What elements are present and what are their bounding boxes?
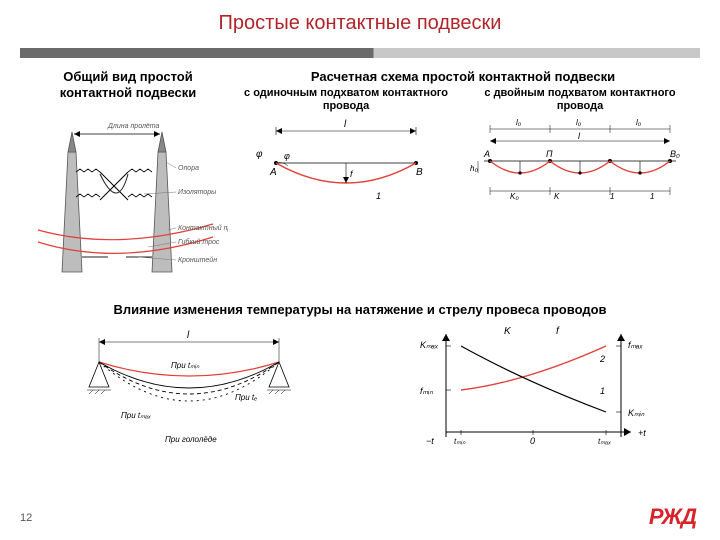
left-title: Общий вид простой контактной подвески: [28, 69, 228, 100]
phi1: φ: [256, 149, 263, 160]
right-title: Расчетная схема простой контактной подве…: [234, 69, 692, 85]
lbl-ins: Изоляторы: [178, 189, 217, 196]
bl-tmax: При tₘₐₓ: [121, 411, 151, 420]
bottom-section: Влияние изменения температуры на натяжен…: [28, 298, 692, 452]
B0: B₀: [670, 149, 680, 159]
logo: РЖД: [649, 504, 696, 530]
fmin: fₘᵢₙ: [420, 386, 433, 396]
left-panel: Общий вид простой контактной подвески Дл…: [28, 69, 228, 292]
slide-title: Простые контактные подвески: [0, 0, 720, 43]
xpos: +t: [638, 428, 646, 438]
flab: f: [556, 326, 560, 337]
B1: B: [416, 167, 423, 178]
page-number: 12: [20, 512, 32, 524]
left-diagram: Длина пролёта: [28, 102, 228, 292]
one3: 1: [650, 192, 654, 201]
one1: 1: [376, 191, 381, 201]
bottom-title: Влияние изменения температуры на натяжен…: [113, 302, 606, 318]
lbl-cable: Гибкий трос: [178, 238, 220, 246]
lbl-wire: Контактный провод: [178, 224, 228, 232]
tminx: tₘᵢₙ: [454, 437, 466, 446]
right-panel: Расчетная схема простой контактной подве…: [234, 69, 692, 292]
lbl-support: Опора: [178, 165, 199, 172]
ln2: l₀: [636, 118, 642, 127]
title-bar: [20, 43, 700, 63]
lo1: l₀: [576, 118, 582, 127]
Kn: K₀: [510, 192, 519, 201]
col2-title: с двойным подхватом контактного провода: [468, 87, 692, 113]
l1: l: [344, 119, 347, 130]
K: K: [554, 192, 560, 201]
phi2: φ: [284, 151, 290, 161]
tmaxx: tₘₐₓ: [598, 437, 611, 446]
two-g: 2: [599, 354, 605, 364]
h1: h₀: [470, 164, 478, 173]
Klab: K: [504, 326, 512, 337]
temp-sag-diagram: l При tₘᵢₙ При tₑ При tₘₐₓ При гололёде: [59, 322, 319, 452]
ln1: l₀: [516, 118, 522, 127]
l2: l: [578, 131, 581, 141]
xneg: −t: [426, 436, 434, 446]
bl-l: l: [187, 330, 190, 341]
fmax: fₘₐₓ: [628, 340, 643, 350]
A2: A: [483, 149, 490, 159]
P1: П: [546, 149, 553, 159]
lbl-bracket: Кронштейн: [178, 256, 217, 264]
double-diagram: l₀ l₀ l₀ l: [468, 113, 692, 228]
bl-ice: При гололёде: [165, 435, 217, 444]
span-label: Длина пролёта: [107, 123, 160, 130]
one-g: 1: [600, 386, 605, 396]
temp-graph: K f Kₘₐₓ fₘᵢₙ fₘₐₓ Kₘᵢₙ −t +t 0 tₘᵢₙ tₘₐ…: [406, 322, 656, 452]
col1-title: с одиночным подхватом контактного провод…: [234, 87, 458, 113]
zero: 0: [530, 436, 535, 446]
f1: f: [350, 169, 354, 179]
one2: 1: [610, 192, 614, 201]
bl-tmin: При tₘᵢₙ: [171, 361, 200, 370]
bl-tp: При tₑ: [235, 393, 257, 402]
single-diagram: l A B φ φ: [234, 113, 458, 228]
A1: A: [269, 167, 277, 178]
Kmin: Kₘᵢₙ: [628, 408, 645, 418]
Kmax: Kₘₐₓ: [420, 340, 439, 350]
